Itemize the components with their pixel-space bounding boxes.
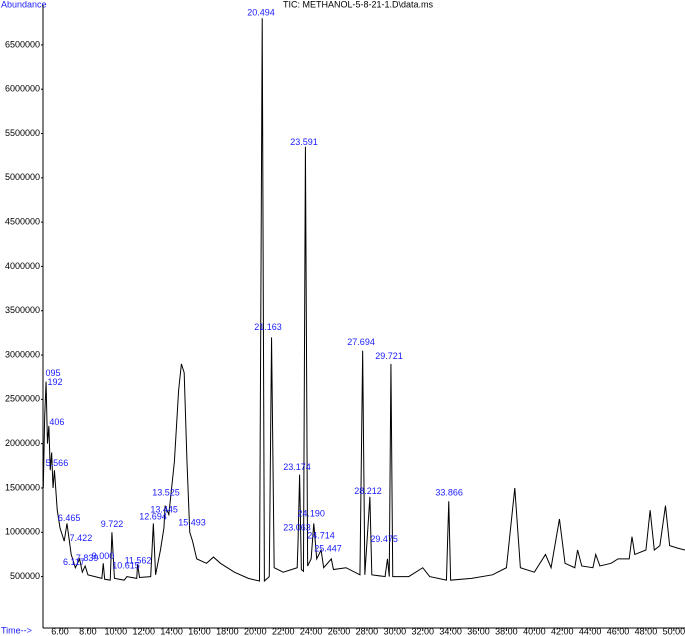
x-tick-label: 38.00 bbox=[495, 626, 518, 636]
x-tick-label: 34.00 bbox=[439, 626, 462, 636]
y-tick-label: 6500000 bbox=[5, 39, 40, 49]
x-tick-label: 48.00 bbox=[635, 626, 658, 636]
peak-label: 192 bbox=[47, 377, 62, 387]
y-tick-label: 4500000 bbox=[5, 216, 40, 226]
x-tick-label: 10.00 bbox=[105, 626, 128, 636]
x-tick-label: 16.00 bbox=[188, 626, 211, 636]
peak-label: 9.722 bbox=[101, 519, 124, 529]
peak-label: 6.117 bbox=[63, 557, 85, 567]
y-axis-label: Abundance bbox=[1, 0, 47, 9]
peak-label: 23.063 bbox=[283, 522, 311, 532]
y-tick-label: 3500000 bbox=[5, 305, 40, 315]
peak-label: 20.494 bbox=[247, 7, 275, 17]
x-tick-label: 20.00 bbox=[244, 626, 267, 636]
x-tick-label: 40.00 bbox=[523, 626, 546, 636]
peak-label: 406 bbox=[49, 417, 64, 427]
peak-label: 23.174 bbox=[283, 462, 311, 472]
peak-label: 13.525 bbox=[152, 487, 180, 497]
x-tick-label: 30.00 bbox=[384, 626, 407, 636]
peak-label: 29.721 bbox=[375, 351, 403, 361]
y-tick-label: 6000000 bbox=[5, 84, 40, 94]
x-tick-label: 24.00 bbox=[300, 626, 323, 636]
peak-label: 24.714 bbox=[307, 530, 335, 540]
peak-label: 7.839 bbox=[76, 553, 99, 563]
y-tick-label: 2500000 bbox=[5, 394, 40, 404]
peak-label: 7.422 bbox=[70, 533, 93, 543]
y-tick-label: 3000000 bbox=[5, 349, 40, 359]
x-tick-label: 36.00 bbox=[467, 626, 490, 636]
y-tick-label: 1000000 bbox=[5, 527, 40, 537]
x-tick-label: 8.00 bbox=[79, 626, 97, 636]
peak-label: 29.475 bbox=[370, 534, 398, 544]
trace-line bbox=[43, 18, 685, 583]
x-tick-label: 50.00 bbox=[663, 626, 685, 636]
peak-label: 25.447 bbox=[314, 543, 342, 553]
y-tick-label: 4000000 bbox=[5, 261, 40, 271]
peak-label: 11.562 bbox=[125, 556, 152, 566]
y-tick-label: 1500000 bbox=[5, 482, 40, 492]
x-tick-label: 28.00 bbox=[356, 626, 379, 636]
peak-label: 5.566 bbox=[46, 458, 69, 468]
peak-label: 6.465 bbox=[58, 513, 81, 523]
x-tick-label: 46.00 bbox=[607, 626, 630, 636]
peak-label: 13.445 bbox=[150, 504, 178, 514]
x-tick-label: 18.00 bbox=[216, 626, 239, 636]
peak-label: 28.212 bbox=[354, 486, 382, 496]
y-tick-label: 5000000 bbox=[5, 172, 40, 182]
x-tick-label: 44.00 bbox=[579, 626, 602, 636]
peak-label: 21.163 bbox=[254, 322, 282, 332]
peak-label: 9.000 bbox=[92, 551, 115, 561]
peak-label: 24.190 bbox=[297, 508, 325, 518]
x-tick-label: 12.00 bbox=[132, 626, 155, 636]
peak-label: 33.866 bbox=[435, 487, 463, 497]
peak-label: 10.615 bbox=[112, 561, 140, 571]
x-tick-label: 42.00 bbox=[551, 626, 574, 636]
chart-title: TIC: METHANOL-5-8-21-1.D\data.ms bbox=[283, 0, 434, 9]
x-tick-label: 32.00 bbox=[411, 626, 434, 636]
peak-label: 27.694 bbox=[347, 337, 375, 347]
y-tick-label: 5500000 bbox=[5, 128, 40, 138]
y-tick-label: 500000 bbox=[10, 571, 40, 581]
y-tick-label: 2000000 bbox=[5, 438, 40, 448]
peak-label: 15.493 bbox=[178, 517, 206, 527]
x-tick-label: 6.00 bbox=[51, 626, 69, 636]
x-tick-label: 26.00 bbox=[328, 626, 351, 636]
x-axis-label: Time--> bbox=[1, 625, 32, 635]
peak-label: 12.694 bbox=[139, 512, 167, 522]
x-tick-label: 22.00 bbox=[272, 626, 295, 636]
peak-label: 23.591 bbox=[290, 137, 318, 147]
peak-label: 095 bbox=[46, 368, 61, 378]
x-tick-label: 14.00 bbox=[160, 626, 183, 636]
